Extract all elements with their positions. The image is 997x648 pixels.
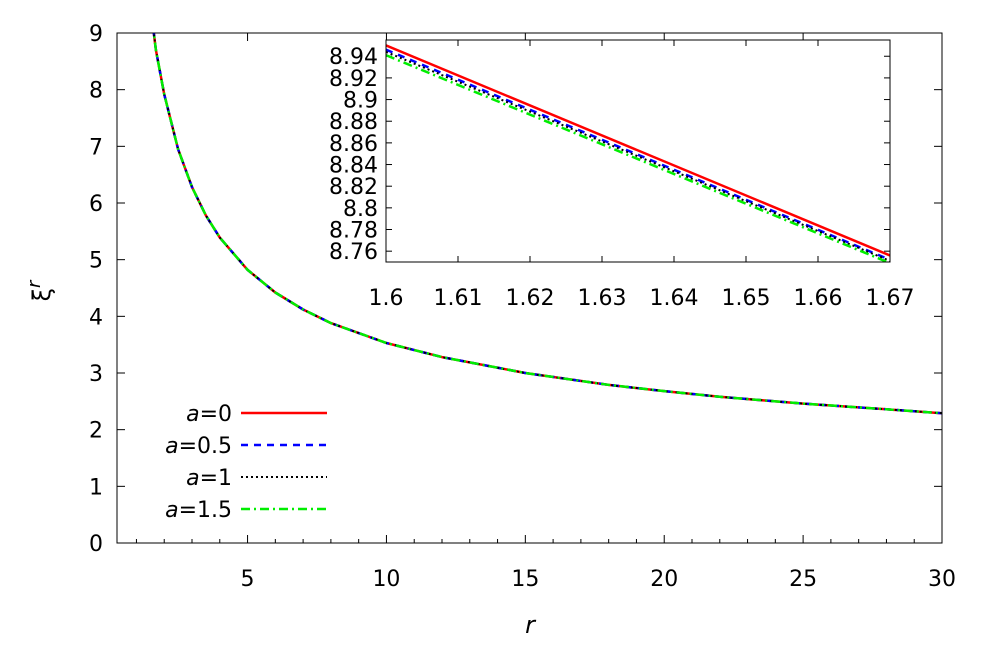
x-tick-label: 1.61 <box>434 286 483 311</box>
y-tick-label: 8.76 <box>329 240 378 265</box>
x-tick-label: 1.63 <box>578 286 627 311</box>
series-line-a-1 <box>152 33 942 415</box>
series-line-a-1-5 <box>386 54 890 262</box>
y-tick-label: 8.94 <box>329 45 378 70</box>
y-axis-label-base: ξ <box>28 288 56 301</box>
series-line-a-1-5 <box>152 33 942 415</box>
series-line-a-0 <box>386 44 890 257</box>
legend-label-var: a <box>165 434 178 459</box>
y-tick-label: 8.86 <box>329 132 378 157</box>
y-tick-label: 2 <box>89 419 103 444</box>
main-ticks: 5 10 15 20 25 30 0 1 2 3 4 5 6 7 8 9 <box>89 22 956 592</box>
legend: a=0a=0.5a=1a=1.5 <box>165 402 327 523</box>
x-tick-label: 1.66 <box>794 286 843 311</box>
x-tick-label: 25 <box>789 567 817 592</box>
x-axis-label: r <box>525 611 537 639</box>
main-series <box>152 33 942 415</box>
y-tick-label: 9 <box>89 22 103 47</box>
y-tick-label: 3 <box>89 362 103 387</box>
legend-label: a=1.5 <box>165 498 232 523</box>
y-tick-label: 8.8 <box>343 197 378 222</box>
main-plot-frame <box>116 32 943 544</box>
y-tick-label: 8 <box>89 79 103 104</box>
y-tick-label: 1 <box>89 475 103 500</box>
x-tick-label: 1.62 <box>506 286 555 311</box>
inset-plot-frame <box>385 39 891 263</box>
legend-label: a=1 <box>186 466 232 491</box>
x-tick-label: 5 <box>241 567 255 592</box>
y-tick-label: 8.82 <box>329 175 378 200</box>
legend-label-value: =1 <box>200 466 232 491</box>
y-tick-label: 8.9 <box>343 89 378 114</box>
legend-label-var: a <box>186 402 199 427</box>
y-tick-label: 8.78 <box>329 219 378 244</box>
y-axis-label: ξr <box>24 279 56 301</box>
x-tick-label: 1.65 <box>722 286 771 311</box>
legend-label-value: =0.5 <box>179 434 232 459</box>
x-tick-label: 10 <box>372 567 400 592</box>
x-tick-label: 30 <box>928 567 956 592</box>
x-tick-label: 1.64 <box>650 286 699 311</box>
y-tick-label: 8.84 <box>329 154 378 179</box>
y-tick-label: 6 <box>89 192 103 217</box>
inset-plot: 1.6 1.61 1.62 1.63 1.64 1.65 1.66 1.678.768.788… <box>329 39 914 311</box>
y-tick-label: 7 <box>89 135 103 160</box>
y-tick-label: 0 <box>89 532 103 557</box>
y-axis-label-sup: r <box>24 279 45 288</box>
x-tick-label: 1.6 <box>369 286 404 311</box>
inset-ticks: 1.6 1.61 1.62 1.63 1.64 1.65 1.66 1.678.768.788… <box>329 40 914 311</box>
y-tick-label: 8.92 <box>329 67 378 92</box>
legend-label-value: =0 <box>200 402 232 427</box>
y-tick-label: 5 <box>89 249 103 274</box>
legend-label: a=0 <box>186 402 232 427</box>
x-tick-label: 20 <box>650 567 678 592</box>
legend-label-var: a <box>165 498 178 523</box>
legend-label-value: =1.5 <box>179 498 232 523</box>
series-line-a-0-5 <box>386 48 890 261</box>
y-tick-label: 8.88 <box>329 110 378 135</box>
x-tick-label: 15 <box>511 567 539 592</box>
inset-series <box>386 44 890 262</box>
x-tick-label: 1.67 <box>866 286 915 311</box>
legend-label: a=0.5 <box>165 434 232 459</box>
series-line-a-1 <box>386 50 890 262</box>
legend-label-var: a <box>186 466 199 491</box>
y-tick-label: 4 <box>89 305 103 330</box>
